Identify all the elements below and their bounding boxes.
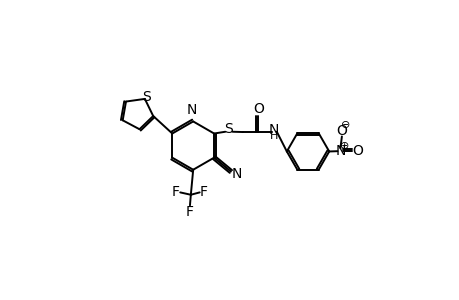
Text: N: N xyxy=(231,167,241,181)
Text: F: F xyxy=(172,185,179,199)
Text: F: F xyxy=(200,185,207,199)
Text: H: H xyxy=(269,131,277,142)
Text: O: O xyxy=(336,124,347,138)
Text: O: O xyxy=(352,144,363,158)
Text: O: O xyxy=(252,102,263,116)
Text: ⊖: ⊖ xyxy=(341,120,350,130)
Text: ⊕: ⊕ xyxy=(339,141,348,151)
Text: N: N xyxy=(186,103,196,117)
Text: F: F xyxy=(185,205,194,219)
Text: S: S xyxy=(142,89,151,103)
Text: N: N xyxy=(335,144,345,158)
Text: S: S xyxy=(224,122,233,136)
Text: N: N xyxy=(268,123,279,137)
